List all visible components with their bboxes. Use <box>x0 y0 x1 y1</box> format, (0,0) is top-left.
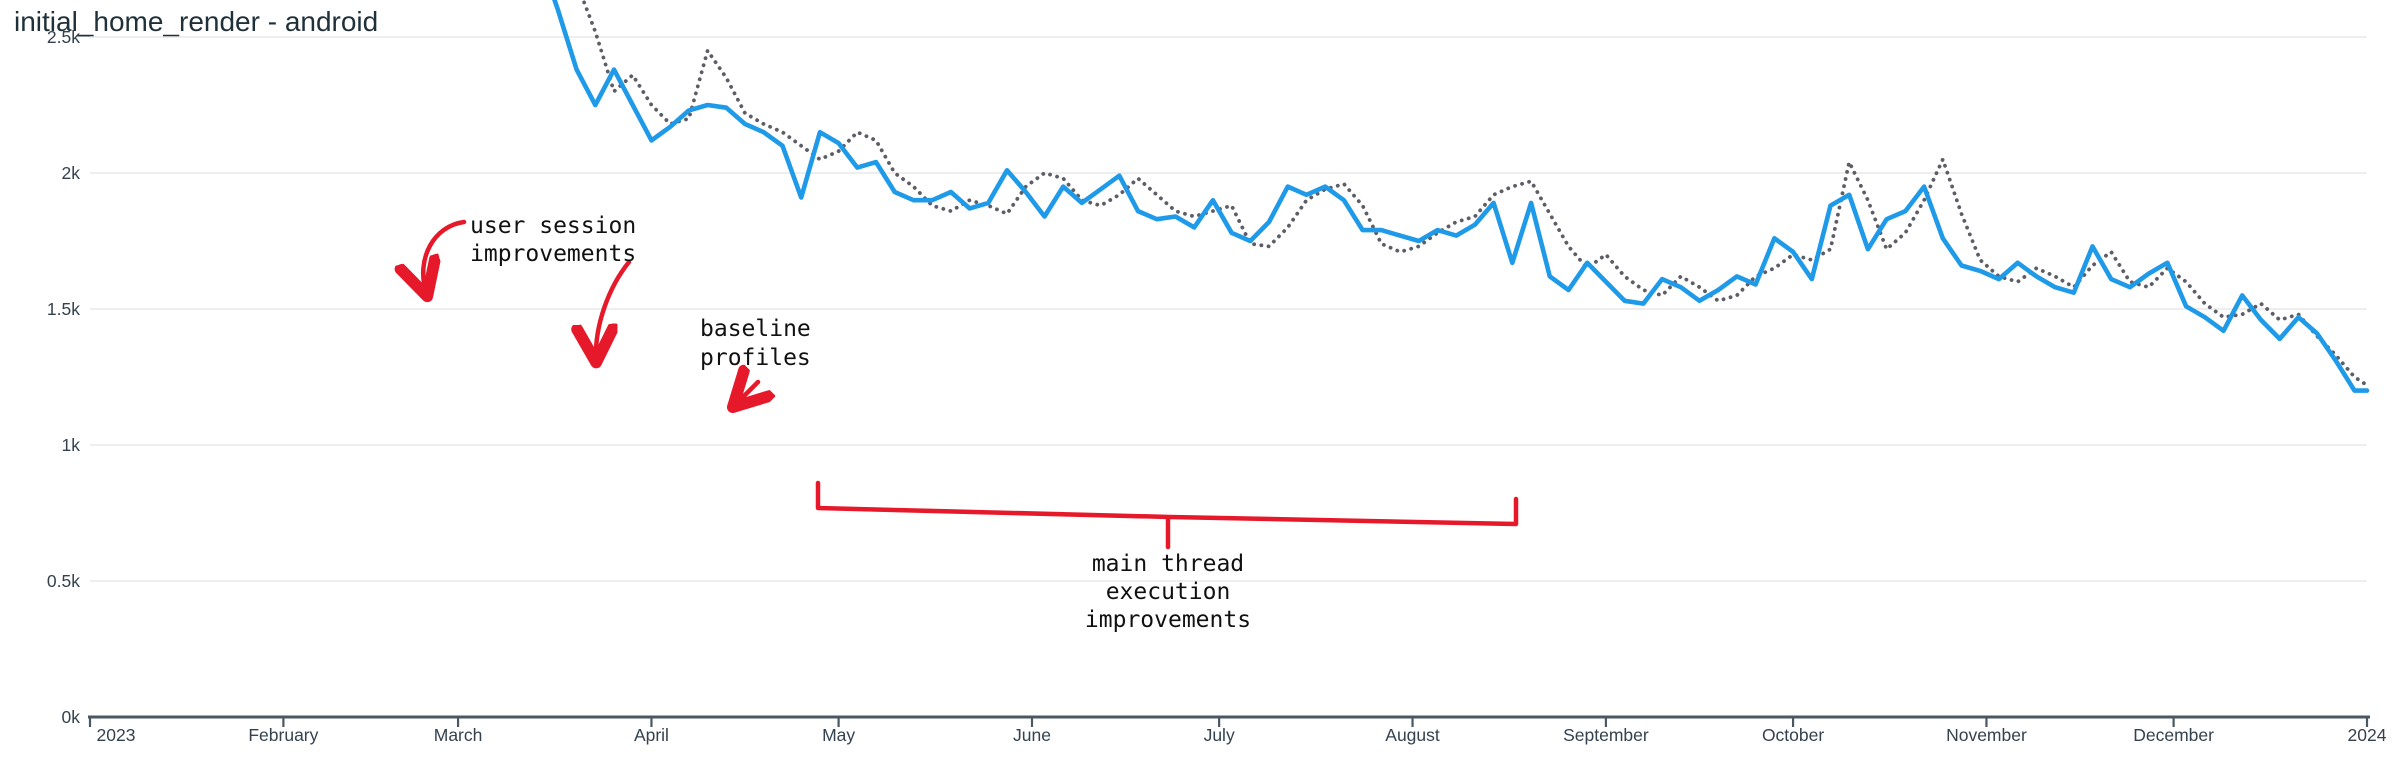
x-axis-tick-label: November <box>1946 725 2027 745</box>
x-axis-tick-label: June <box>1013 725 1051 745</box>
x-axis-tick-label: February <box>248 725 318 745</box>
series-layer <box>90 0 2370 393</box>
x-axis-tick-label: 2023 <box>97 725 136 745</box>
x-axis-tick-label: May <box>822 725 855 745</box>
annotation-main-thread-line3: improvements <box>1085 607 1251 633</box>
annotation-user-session-line2: improvements <box>470 241 636 267</box>
y-axis-tick-label: 2.5k <box>47 27 80 47</box>
user-session-arrow-2-icon <box>596 259 632 358</box>
series-line-dotted-gray[interactable] <box>90 0 2369 388</box>
x-axis-tick-label: October <box>1762 725 1824 745</box>
annotation-main-thread-line2: execution <box>1106 579 1231 605</box>
y-axis-tick-label: 0.5k <box>47 571 80 591</box>
y-axis-tick-label: 1.5k <box>47 299 80 319</box>
y-axis-tick-label: 2k <box>62 163 81 183</box>
x-axis-tick-label: August <box>1385 725 1440 745</box>
y-axis-tick-label: 1k <box>62 435 81 455</box>
y-axis-tick-label: 0k <box>62 707 81 727</box>
annotation-baseline-line2: profiles <box>700 345 811 371</box>
page-title: initial_home_render - android <box>14 6 379 37</box>
annotation-main-thread-line1: main thread <box>1092 551 1244 577</box>
x-axis-tick-label: 2024 <box>2348 725 2387 745</box>
x-axis-tick-label: April <box>634 725 669 745</box>
baseline-profiles-arrow-icon <box>736 382 758 404</box>
annotation-user-session-line1: user session <box>470 213 636 239</box>
x-axis-tick-label: September <box>1563 725 1649 745</box>
x-axis-tick-label: March <box>434 725 483 745</box>
x-axis-tick-label: December <box>2133 725 2214 745</box>
annotations-layer: user session improvements baseline profi… <box>423 213 1519 633</box>
axis-layer: 0k0.5k1k1.5k2k2.5k3k3.5k4k4.5k2023Februa… <box>47 27 2387 745</box>
annotation-baseline-line1: baseline <box>700 316 811 342</box>
gridlines-layer <box>90 36 2367 582</box>
user-session-arrow-1-icon <box>423 219 467 292</box>
x-axis-tick-label: July <box>1204 725 1235 745</box>
series-line-solid-blue[interactable] <box>90 0 2370 393</box>
